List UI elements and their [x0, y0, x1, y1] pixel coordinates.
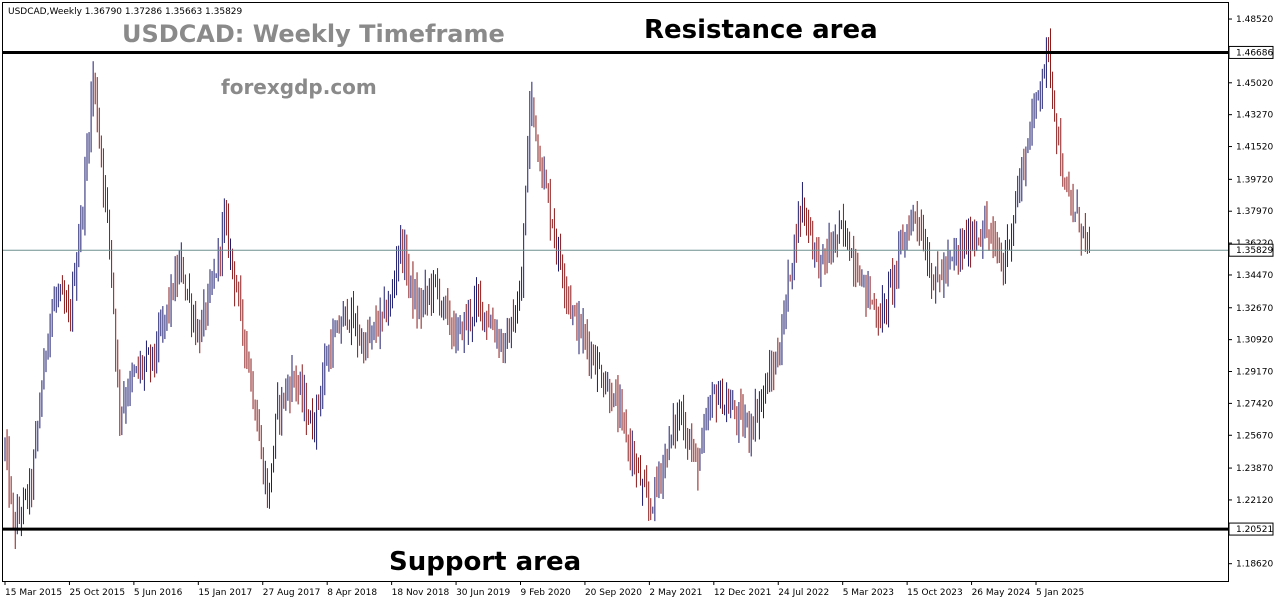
x-tick-label: 9 Feb 2020 — [521, 588, 572, 598]
x-tick-label: 15 Jan 2017 — [198, 588, 252, 598]
y-tick-label: 1.29170 — [1236, 368, 1273, 378]
price-marker-box — [1228, 522, 1274, 536]
x-axis: 15 Mar 2015 25 Oct 2015 5 Jun 2016 15 Jan 2… — [4, 581, 1084, 598]
y-tick-label: 1.34470 — [1236, 271, 1273, 281]
y-tick-label: 1.30920 — [1236, 336, 1273, 346]
price-marker-box — [1228, 243, 1274, 257]
y-tick-label: 1.18620 — [1236, 560, 1273, 570]
x-tick-label: 30 Jun 2019 — [456, 588, 510, 598]
x-tick-label: 5 Jan 2025 — [1036, 588, 1084, 598]
x-tick-label: 18 Nov 2018 — [392, 588, 450, 598]
x-tick-label: 5 Mar 2023 — [843, 588, 894, 598]
plot-frame — [2, 2, 1229, 582]
chart-title: USDCAD: Weekly Timeframe — [122, 20, 505, 48]
y-axis: 1.48520 1.46686 1.45020 1.43270 1.41520 1.397… — [1228, 15, 1274, 570]
watermark: forexgdp.com — [221, 75, 377, 99]
y-tick-label: 1.43270 — [1236, 111, 1273, 121]
y-tick-label: 1.20521 — [1236, 525, 1273, 535]
price-bars — [4, 28, 1090, 550]
y-tick-label: 1.27420 — [1236, 399, 1273, 409]
x-tick-label: 24 Jul 2022 — [778, 588, 829, 598]
y-tick-label: 1.46686 — [1236, 48, 1273, 58]
x-tick-label: 2 May 2021 — [649, 588, 702, 598]
x-tick-label: 5 Jun 2016 — [134, 588, 183, 598]
y-tick-label: 1.48520 — [1236, 15, 1273, 25]
y-tick-label: 1.41520 — [1236, 143, 1273, 153]
y-tick-label: 1.39720 — [1236, 175, 1273, 185]
support-label: Support area — [389, 547, 581, 577]
y-tick-label: 1.22120 — [1236, 496, 1273, 506]
y-tick-label: 1.25670 — [1236, 431, 1273, 441]
x-tick-label: 26 May 2024 — [972, 588, 1031, 598]
symbol-info: USDCAD,Weekly 1.36790 1.37286 1.35663 1.… — [8, 7, 243, 17]
x-tick-label: 15 Mar 2015 — [5, 588, 62, 598]
y-tick-label: 1.32670 — [1236, 304, 1273, 314]
y-tick-label: 1.37970 — [1236, 207, 1273, 217]
x-tick-label: 12 Dec 2021 — [714, 588, 772, 598]
x-tick-label: 25 Oct 2015 — [69, 588, 125, 598]
x-tick-label: 20 Sep 2020 — [585, 588, 642, 598]
x-tick-label: 27 Aug 2017 — [263, 588, 321, 598]
y-tick-label: 1.45020 — [1236, 79, 1273, 89]
x-tick-label: 15 Oct 2023 — [907, 588, 963, 598]
x-tick-label: 8 Apr 2018 — [327, 588, 377, 598]
resistance-label: Resistance area — [644, 15, 878, 45]
y-tick-label: 1.35829 — [1236, 246, 1273, 256]
y-tick-label: 1.23870 — [1236, 464, 1273, 474]
price-marker-box — [1228, 45, 1274, 59]
